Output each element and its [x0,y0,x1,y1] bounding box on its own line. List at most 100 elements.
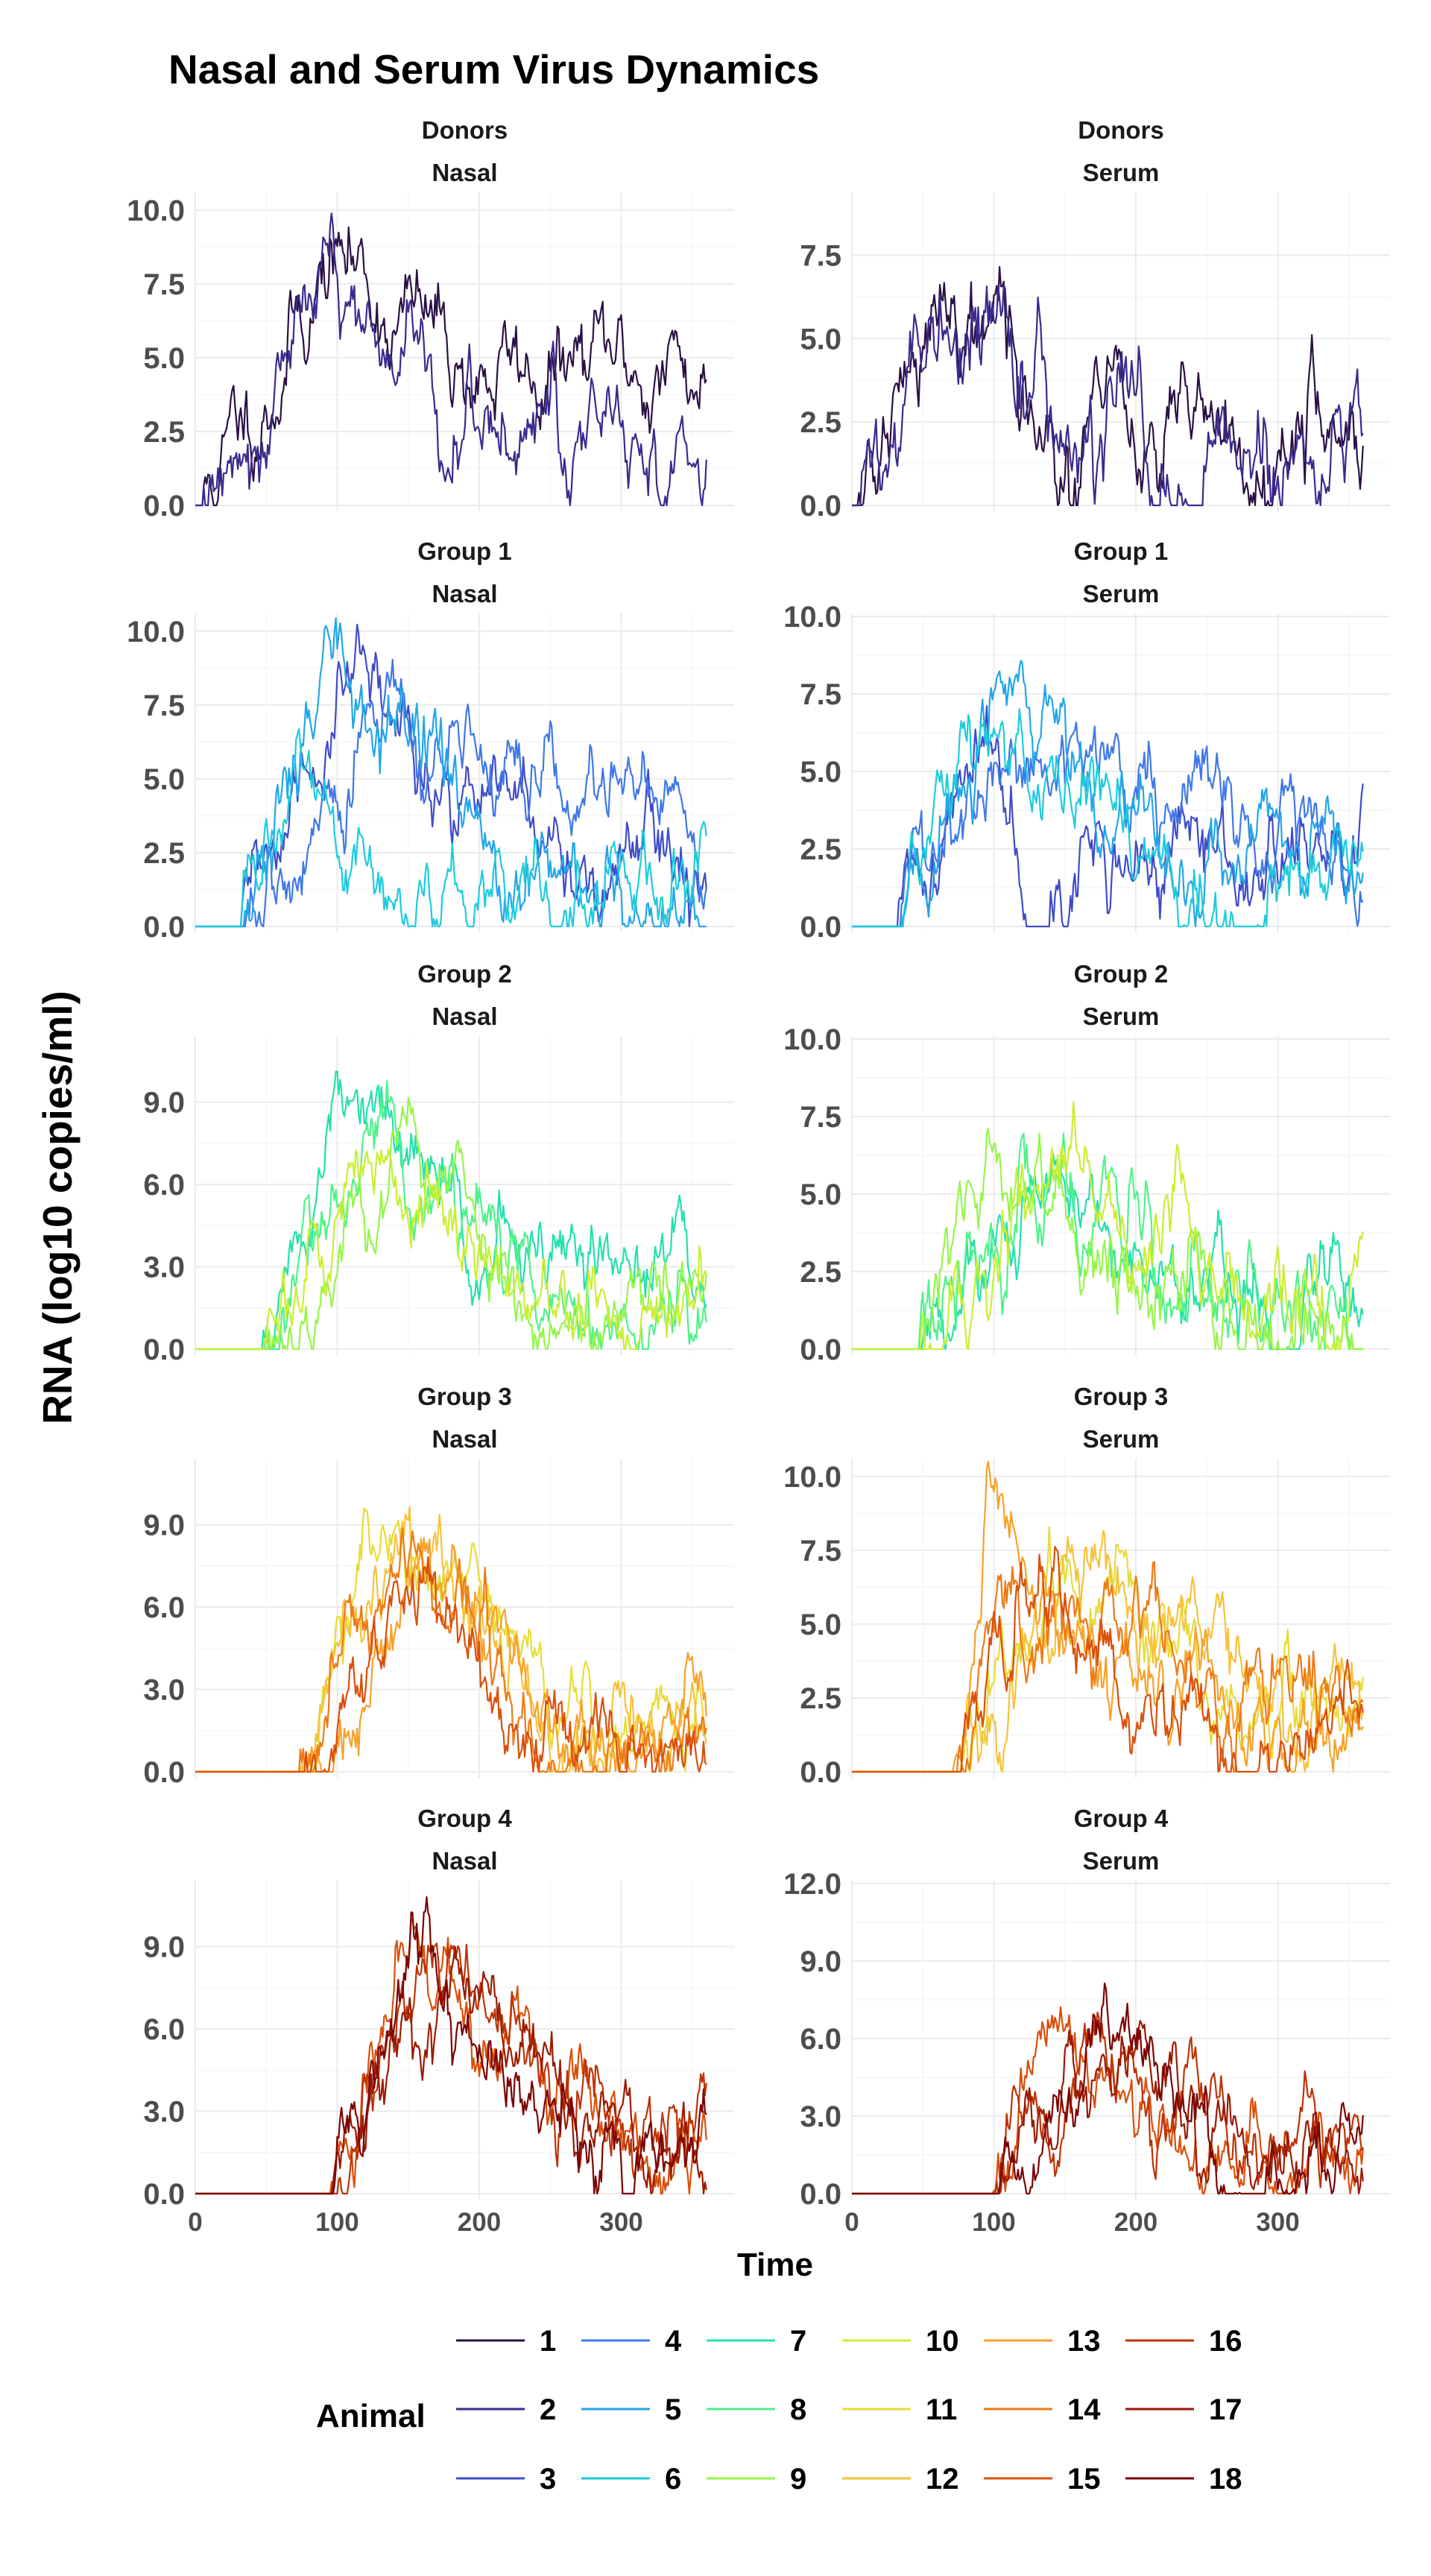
y-tick-label: 6.0 [800,2023,841,2056]
series-line-animal-2 [195,212,707,507]
x-tick-label: 200 [458,2208,501,2237]
legend-label: 4 [665,2325,682,2358]
y-tick-label: 7.5 [800,678,841,711]
x-tick-label: 200 [1114,2208,1157,2237]
series-line-animal-17 [852,2020,1364,2195]
chart-title: Nasal and Serum Virus Dynamics [168,46,819,92]
series-line-animal-2 [852,284,1364,507]
facet-sample-label: Serum [1083,1425,1160,1453]
series-line-animal-10 [852,1101,1364,1351]
y-tick-label: 6.0 [143,1169,185,1202]
facet-panel: Group 2 Serum 0.0 2.5 5.0 7.5 10.0 [783,960,1390,1366]
legend-label: 1 [540,2325,556,2358]
series-line-animal-7 [852,1150,1364,1351]
series-line-animal-16 [852,2011,1364,2195]
legend-label: 3 [540,2463,556,2496]
facet-group-label: Donors [1078,116,1164,144]
series-line-animal-6 [195,728,707,928]
y-tick-label: 0.0 [800,1333,841,1366]
y-tick-label: 2.5 [143,837,185,870]
series-line-animal-9 [852,1128,1363,1351]
series-line-animal-15 [852,2006,1364,2195]
series-line-animal-15 [195,1556,707,1773]
y-tick-label: 2.5 [800,833,841,866]
y-tick-label: 5.0 [143,763,185,796]
series-line-animal-13 [195,1537,707,1773]
y-tick-label: 5.0 [143,342,185,375]
series-line-animal-8 [852,1132,1363,1351]
y-tick-label: 5.0 [800,1178,841,1211]
series-line-animal-4 [195,658,707,928]
legend-label: 6 [665,2463,681,2496]
series-line-animal-12 [195,1506,707,1773]
y-tick-label: 0.0 [143,2178,185,2211]
y-tick-label: 7.5 [143,689,185,722]
series-line-animal-13 [852,1460,1364,1773]
y-tick-label: 10.0 [783,1023,841,1056]
y-tick-label: 3.0 [800,2100,841,2133]
y-tick-label: 2.5 [800,1256,841,1289]
legend-item: 6 [581,2463,681,2496]
series-line-animal-3 [852,705,1364,928]
legend-label: 7 [790,2325,806,2358]
y-tick-label: 0.0 [143,1756,185,1789]
facet-group-label: Group 2 [417,960,512,988]
y-tick-label: 7.5 [143,268,185,301]
legend-label: 11 [926,2393,957,2426]
x-tick-label: 100 [972,2208,1015,2237]
y-tick-label: 9.0 [800,1945,841,1978]
y-tick-label: 0.0 [143,1333,185,1366]
legend-label: 5 [665,2393,681,2426]
y-tick-label: 0.0 [800,490,841,523]
y-tick-label: 5.0 [800,1609,841,1641]
y-tick-label: 0.0 [143,490,185,523]
legend-item: 17 [1125,2393,1242,2426]
facet-sample-label: Serum [1083,580,1160,607]
legend-item: 5 [581,2393,681,2426]
y-tick-label: 5.0 [800,323,841,356]
facet-panel: Group 2 Nasal 0.0 3.0 6.0 9.0 [143,960,734,1366]
facet-group-label: Group 2 [1074,960,1169,988]
facet-sample-label: Nasal [432,580,497,607]
legend-item: 16 [1125,2325,1242,2358]
x-tick-label: 0 [188,2208,202,2237]
legend-label: 14 [1067,2393,1101,2426]
facet-sample-label: Nasal [432,159,497,186]
legend-label: 16 [1209,2325,1242,2358]
facet-sample-label: Serum [1083,159,1160,186]
legend-item: 8 [707,2393,806,2426]
y-tick-label: 9.0 [143,1087,185,1120]
y-tick-label: 9.0 [143,1509,185,1542]
facet-sample-label: Nasal [432,1425,497,1453]
facet-group-label: Donors [422,116,508,144]
facet-group-label: Group 3 [417,1383,512,1410]
y-tick-label: 3.0 [143,2096,185,2129]
legend-item: 18 [1125,2463,1242,2496]
y-tick-label: 9.0 [143,1931,185,1964]
facet-panel: Donors Serum 0.0 2.5 5.0 7.5 [800,116,1390,523]
y-tick-label: 7.5 [800,1101,841,1134]
legend-item: 11 [842,2393,957,2426]
series-line-animal-5 [195,617,707,928]
series-line-animal-9 [195,1096,707,1351]
legend-label: 10 [926,2325,959,2358]
facet-panel: Group 1 Serum 0.0 2.5 5.0 7.5 10.0 [783,537,1390,944]
y-tick-label: 10.0 [127,616,185,648]
series-line-animal-3 [195,623,707,928]
y-tick-label: 3.0 [143,1674,185,1707]
y-tick-label: 10.0 [783,1461,841,1494]
y-tick-label: 12.0 [783,1868,841,1901]
legend-label: 15 [1067,2463,1101,2496]
y-tick-label: 2.5 [800,406,841,439]
facet-group-label: Group 1 [417,537,512,565]
legend-item: 12 [842,2463,959,2496]
facet-group-label: Group 3 [1074,1383,1169,1410]
legend-label: 2 [540,2393,556,2426]
legend-item: 15 [984,2463,1101,2496]
legend-label: 8 [790,2393,806,2426]
facet-sample-label: Nasal [432,1003,497,1030]
y-tick-label: 10.0 [127,195,185,227]
facet-sample-label: Serum [1083,1847,1160,1875]
legend-label: 12 [926,2463,959,2496]
